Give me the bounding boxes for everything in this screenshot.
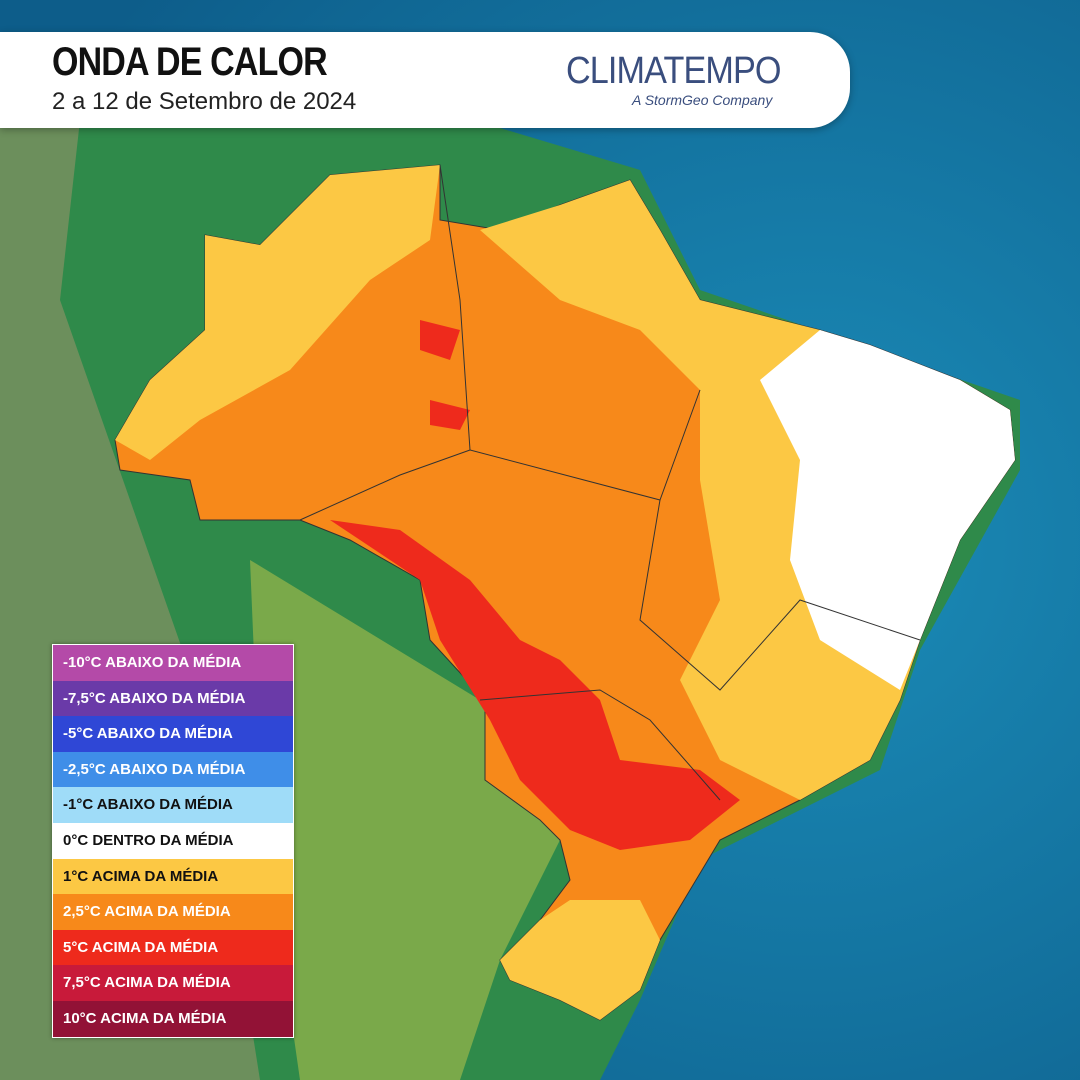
zone-south-warm [500,900,660,1020]
subtitle: 2 a 12 de Setembro de 2024 [52,88,357,115]
legend-item: -7,5°C ABAIXO DA MÉDIA [53,680,293,717]
zone-northeast-normal [760,330,1015,690]
legend-item: -1°C ABAIXO DA MÉDIA [53,787,293,823]
legend-item: 2,5°C ACIMA DA MÉDIA [53,894,293,930]
legend: -10°C ABAIXO DA MÉDIA -7,5°C ABAIXO DA MÉ… [52,644,294,1038]
zone-north-warm [115,165,440,460]
header: ONDA DE CALOR 2 a 12 de Setembro de 2024… [0,32,850,128]
legend-item: 7,5°C ACIMA DA MÉDIA [53,965,293,1001]
legend-item: 5°C ACIMA DA MÉDIA [53,929,293,966]
legend-item: -2,5°C ABAIXO DA MÉDIA [53,751,293,788]
state-borders [299,164,921,801]
land-south [250,560,560,1080]
zone-amazon-hot [420,320,470,430]
legend-item: 10°C ACIMA DA MÉDIA [53,1000,293,1037]
legend-item: -10°C ABAIXO DA MÉDIA [53,645,293,681]
legend-item: 0°C DENTRO DA MÉDIA [53,822,293,859]
zone-center-hot [330,520,740,850]
zone-para-warm [480,180,820,390]
title: ONDA DE CALOR [52,40,328,84]
legend-item: -5°C ABAIXO DA MÉDIA [53,716,293,752]
logo-tagline: A StormGeo Company [632,92,773,108]
legend-item: 1°C ACIMA DA MÉDIA [53,858,293,895]
logo: CLIMATEMPO [566,50,781,92]
